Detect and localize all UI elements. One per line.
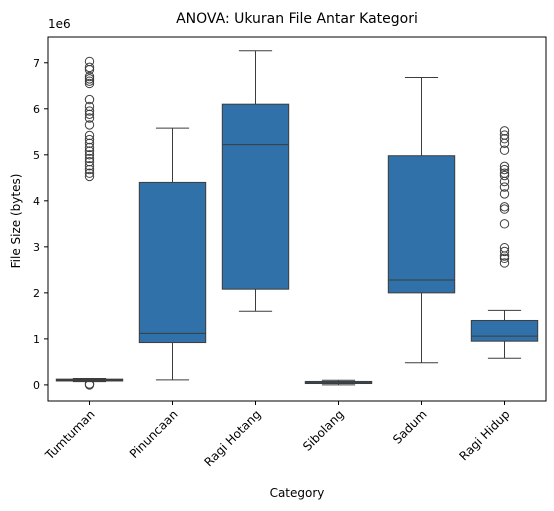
y-axis-label: File Size (bytes) <box>9 174 23 269</box>
outlier-point <box>499 189 510 199</box>
outlier-point <box>84 130 95 141</box>
outlier-point <box>84 78 95 89</box>
outlier-point <box>84 101 95 112</box>
outlier-point <box>499 246 510 257</box>
outlier-point <box>499 202 510 212</box>
outlier-point <box>84 138 95 149</box>
outlier-point <box>499 219 510 229</box>
y-tick-label: 1 <box>33 333 40 346</box>
outlier-point <box>84 157 95 167</box>
outlier-point <box>499 126 510 136</box>
outlier-point <box>84 74 95 84</box>
outlier-point <box>84 168 95 178</box>
plot-area: 0 1 2 3 4 5 6 7 Tumtuman Pinuncaan Ragi Hotang Sibo… <box>33 50 539 469</box>
box-iqr <box>221 103 290 290</box>
outlier-point <box>499 161 510 172</box>
outlier-point <box>499 164 510 175</box>
outlier-point <box>84 76 95 86</box>
outlier-point <box>84 56 95 67</box>
y-tick-label: 0 <box>33 379 40 392</box>
outlier-point <box>84 153 95 164</box>
outlier-point <box>84 171 95 182</box>
x-tick-label: Pinuncaan <box>127 407 181 461</box>
outlier-point <box>499 182 510 192</box>
box-iqr <box>138 181 207 344</box>
x-tick-label: Tumtuman <box>42 407 98 463</box>
box-iqr <box>387 155 456 294</box>
outlier-point <box>499 243 510 253</box>
outlier-point <box>499 145 510 155</box>
x-tick-label: Sadum <box>390 407 430 447</box>
chart-title: ANOVA: Ukuran File Antar Kategori <box>176 11 418 27</box>
outlier-point <box>84 109 95 120</box>
outlier-point <box>84 146 95 156</box>
x-tick-label: Sibolang <box>300 407 347 454</box>
outlier-point <box>499 133 510 144</box>
outlier-point <box>499 204 510 214</box>
x-tick-label: Ragi Hidup <box>456 407 512 463</box>
y-tick-label: 6 <box>33 103 40 116</box>
box-iqr <box>470 319 539 342</box>
outlier-point <box>84 71 95 82</box>
outlier-point <box>84 161 95 171</box>
outlier-point <box>84 164 95 175</box>
outlier-point <box>84 150 95 160</box>
outlier-point <box>499 170 510 181</box>
y-tick-label: 4 <box>33 195 40 208</box>
y-offset-label: 1e6 <box>48 17 71 31</box>
outlier-point <box>84 379 95 389</box>
y-tick-label: 3 <box>33 241 40 254</box>
y-tick-label: 5 <box>33 149 40 162</box>
outlier-point <box>499 130 510 140</box>
axes-frame <box>47 36 547 402</box>
outlier-point <box>84 120 95 130</box>
outlier-point <box>84 134 95 145</box>
x-tick-label: Ragi Hotang <box>202 407 264 469</box>
x-axis-label: Category <box>270 486 325 500</box>
outlier-point <box>499 258 510 268</box>
y-tick-label: 2 <box>33 287 40 300</box>
outlier-point <box>499 253 510 264</box>
y-tick-label: 7 <box>33 57 40 70</box>
outlier-point <box>84 142 95 153</box>
outlier-point <box>84 113 95 123</box>
outlier-point <box>499 168 510 178</box>
outlier-point <box>84 106 95 116</box>
outlier-point <box>84 62 95 73</box>
outlier-point <box>84 94 95 105</box>
